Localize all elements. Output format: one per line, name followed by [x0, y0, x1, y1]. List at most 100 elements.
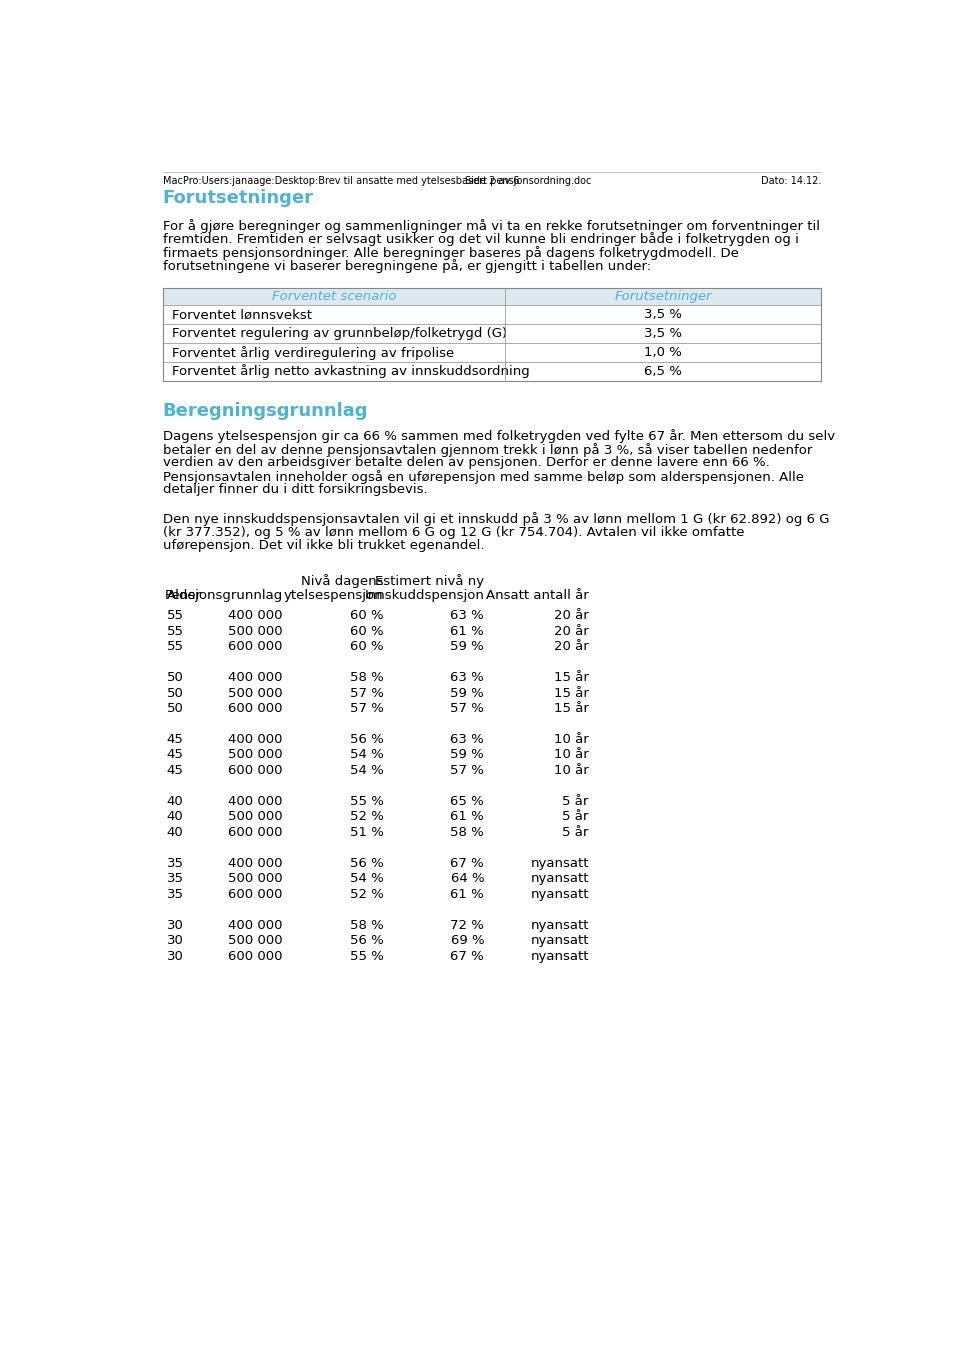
Text: 35: 35	[166, 872, 183, 886]
Text: 3,5 %: 3,5 %	[644, 328, 683, 340]
Text: 400 000: 400 000	[228, 609, 283, 621]
Text: 600 000: 600 000	[228, 950, 283, 964]
Text: uførepensjon. Det vil ikke bli trukket egenandel.: uførepensjon. Det vil ikke bli trukket e…	[162, 539, 484, 553]
Text: 600 000: 600 000	[228, 640, 283, 654]
Text: 500 000: 500 000	[228, 748, 283, 762]
Text: 500 000: 500 000	[228, 934, 283, 948]
Text: 600 000: 600 000	[228, 702, 283, 716]
Text: MacPro:Users:janaage:Desktop:Brev til ansatte med ytelsesbasert pensjonsordning.: MacPro:Users:janaage:Desktop:Brev til an…	[162, 175, 591, 186]
Text: forutsetningene vi baserer beregningene på, er gjengitt i tabellen under:: forutsetningene vi baserer beregningene …	[162, 259, 651, 274]
Text: Forventet scenario: Forventet scenario	[272, 290, 396, 303]
Text: 52 %: 52 %	[349, 888, 383, 902]
Text: 58 %: 58 %	[349, 919, 383, 931]
Text: 30: 30	[166, 934, 183, 948]
Text: 60 %: 60 %	[349, 609, 383, 621]
Text: Beregningsgrunnlag: Beregningsgrunnlag	[162, 403, 368, 421]
Text: 59 %: 59 %	[450, 640, 484, 654]
Text: Side 2 av 6: Side 2 av 6	[465, 175, 519, 186]
Text: 600 000: 600 000	[228, 888, 283, 902]
Text: 50: 50	[166, 702, 183, 716]
Text: 5 år: 5 år	[563, 795, 588, 807]
Text: 15 år: 15 år	[554, 671, 588, 683]
Text: 56 %: 56 %	[349, 934, 383, 948]
Text: (kr 377.352), og 5 % av lønn mellom 6 G og 12 G (kr 754.704). Avtalen vil ikke o: (kr 377.352), og 5 % av lønn mellom 6 G …	[162, 526, 744, 539]
Text: 400 000: 400 000	[228, 671, 283, 683]
Text: 500 000: 500 000	[228, 624, 283, 638]
Text: 59 %: 59 %	[450, 686, 484, 700]
Text: 20 år: 20 år	[554, 624, 588, 638]
Text: 55: 55	[166, 609, 183, 621]
Text: Nivå dagens: Nivå dagens	[301, 574, 383, 588]
Text: detaljer finner du i ditt forsikringsbevis.: detaljer finner du i ditt forsikringsbev…	[162, 483, 427, 496]
Text: 58 %: 58 %	[450, 826, 484, 840]
Text: Forventet årlig netto avkastning av innskuddsordning: Forventet årlig netto avkastning av inns…	[172, 364, 530, 379]
Text: 65 %: 65 %	[450, 795, 484, 807]
Text: 20 år: 20 år	[554, 609, 588, 621]
Text: nyansatt: nyansatt	[530, 857, 588, 869]
Text: 55: 55	[166, 624, 183, 638]
Text: 45: 45	[166, 764, 183, 778]
Text: 500 000: 500 000	[228, 810, 283, 824]
Text: 58 %: 58 %	[349, 671, 383, 683]
Text: 56 %: 56 %	[349, 857, 383, 869]
Text: 55: 55	[166, 640, 183, 654]
Text: 64 %: 64 %	[450, 872, 484, 886]
Text: 61 %: 61 %	[450, 624, 484, 638]
Text: Den nye innskuddspensjonsavtalen vil gi et innskudd på 3 % av lønn mellom 1 G (k: Den nye innskuddspensjonsavtalen vil gi …	[162, 512, 829, 526]
Text: Ansatt antall år: Ansatt antall år	[486, 589, 588, 603]
Text: Alder: Alder	[166, 589, 202, 603]
Text: Forventet regulering av grunnbeløp/folketrygd (G): Forventet regulering av grunnbeløp/folke…	[172, 328, 507, 340]
Text: Forventet lønnsvekst: Forventet lønnsvekst	[172, 309, 312, 321]
Text: 35: 35	[166, 857, 183, 869]
Text: 55 %: 55 %	[349, 795, 383, 807]
Text: 15 år: 15 år	[554, 702, 588, 716]
Text: 5 år: 5 år	[563, 826, 588, 840]
Text: 63 %: 63 %	[450, 609, 484, 621]
Text: betaler en del av denne pensjonsavtalen gjennom trekk i lønn på 3 %, så viser ta: betaler en del av denne pensjonsavtalen …	[162, 442, 812, 457]
Text: Dato: 14.12.: Dato: 14.12.	[761, 175, 822, 186]
Text: Forventet årlig verdiregulering av fripolise: Forventet årlig verdiregulering av fripo…	[172, 345, 454, 360]
Text: verdien av den arbeidsgiver betalte delen av pensjonen. Derfor er denne lavere e: verdien av den arbeidsgiver betalte dele…	[162, 456, 769, 469]
Text: 45: 45	[166, 733, 183, 745]
Text: Dagens ytelsespensjon gir ca 66 % sammen med folketrygden ved fylte 67 år. Men e: Dagens ytelsespensjon gir ca 66 % sammen…	[162, 429, 835, 443]
Text: 500 000: 500 000	[228, 872, 283, 886]
Text: 30: 30	[166, 919, 183, 931]
Text: 400 000: 400 000	[228, 795, 283, 807]
Text: 600 000: 600 000	[228, 826, 283, 840]
Text: 6,5 %: 6,5 %	[644, 365, 683, 377]
Text: 400 000: 400 000	[228, 733, 283, 745]
Text: 10 år: 10 år	[554, 733, 588, 745]
Text: 40: 40	[166, 810, 183, 824]
Text: For å gjøre beregninger og sammenligninger må vi ta en rekke forutsetninger om f: For å gjøre beregninger og sammenligning…	[162, 218, 820, 233]
Text: 67 %: 67 %	[450, 857, 484, 869]
Text: 10 år: 10 år	[554, 748, 588, 762]
Text: 72 %: 72 %	[450, 919, 484, 931]
Text: 1,0 %: 1,0 %	[644, 346, 683, 359]
Text: 400 000: 400 000	[228, 857, 283, 869]
Text: Forutsetninger: Forutsetninger	[614, 290, 712, 303]
Text: 54 %: 54 %	[349, 748, 383, 762]
Text: 15 år: 15 år	[554, 686, 588, 700]
Text: ytelsespensjon: ytelsespensjon	[284, 589, 383, 603]
Text: fremtiden. Fremtiden er selvsagt usikker og det vil kunne bli endringer både i f: fremtiden. Fremtiden er selvsagt usikker…	[162, 232, 799, 247]
Text: 60 %: 60 %	[349, 640, 383, 654]
Text: 40: 40	[166, 826, 183, 840]
Text: Pensjonsavtalen inneholder også en uførepensjon med samme beløp som alderspensjo: Pensjonsavtalen inneholder også en uføre…	[162, 469, 804, 484]
Text: 57 %: 57 %	[349, 686, 383, 700]
Text: nyansatt: nyansatt	[530, 950, 588, 964]
Text: 40: 40	[166, 795, 183, 807]
Text: 56 %: 56 %	[349, 733, 383, 745]
Text: nyansatt: nyansatt	[530, 934, 588, 948]
Text: 500 000: 500 000	[228, 686, 283, 700]
Text: 45: 45	[166, 748, 183, 762]
Text: 50: 50	[166, 671, 183, 683]
Text: nyansatt: nyansatt	[530, 872, 588, 886]
Text: 54 %: 54 %	[349, 872, 383, 886]
Text: 54 %: 54 %	[349, 764, 383, 778]
Text: nyansatt: nyansatt	[530, 919, 588, 931]
Text: Estimert nivå ny: Estimert nivå ny	[375, 574, 484, 588]
Text: Innskuddspensjon: Innskuddspensjon	[365, 589, 484, 603]
Text: 57 %: 57 %	[349, 702, 383, 716]
Text: 57 %: 57 %	[450, 702, 484, 716]
Text: 51 %: 51 %	[349, 826, 383, 840]
